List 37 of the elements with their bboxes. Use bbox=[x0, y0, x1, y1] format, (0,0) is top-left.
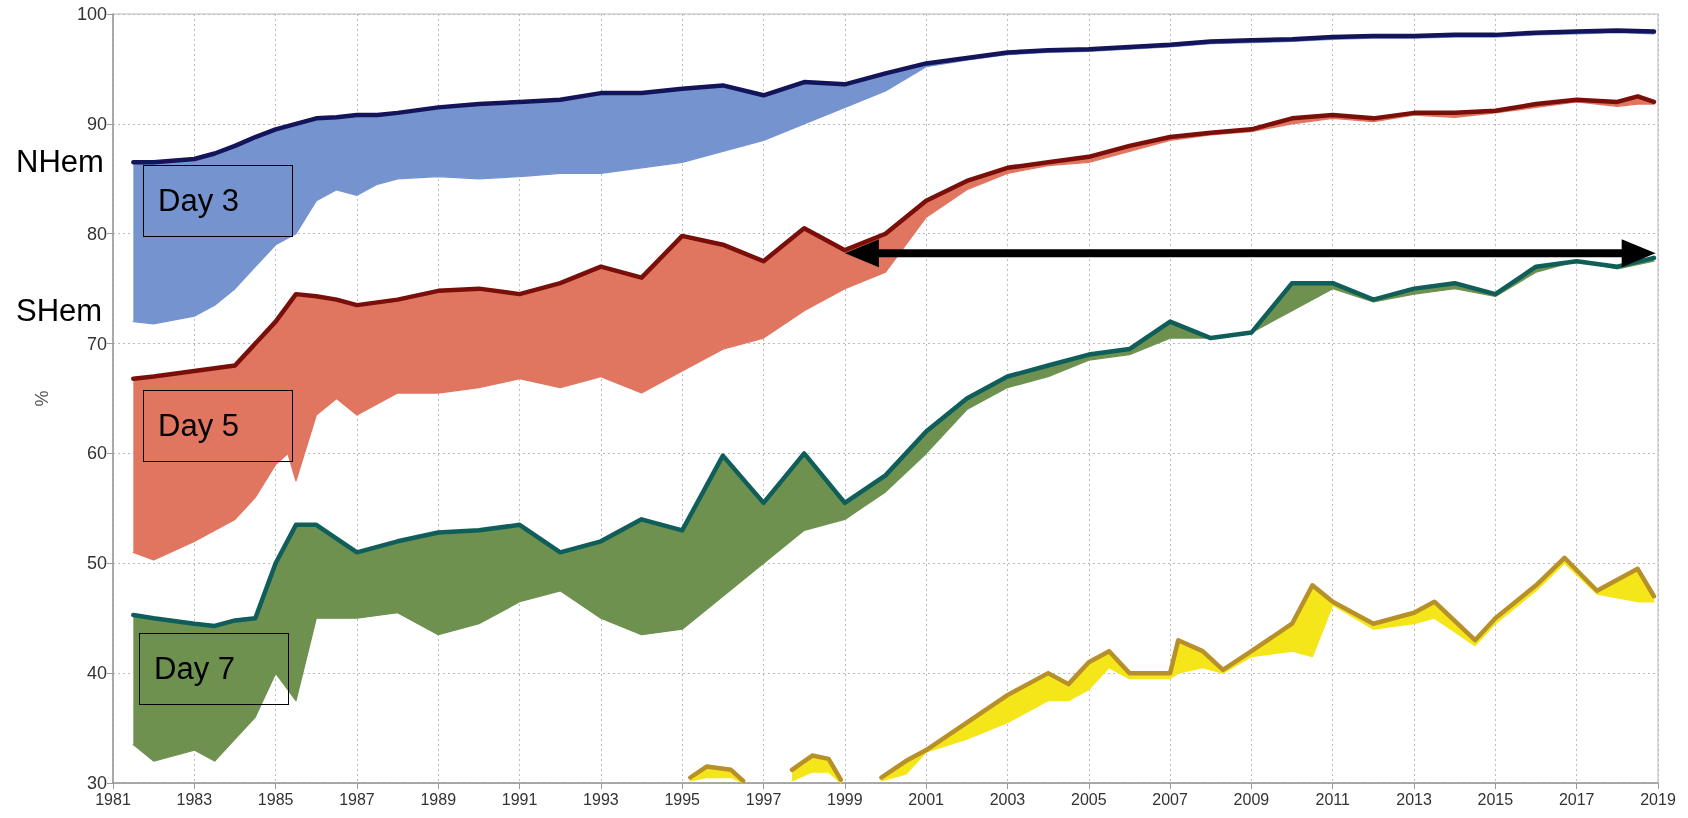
x-tick-label: 1993 bbox=[583, 790, 619, 808]
line-series bbox=[131, 28, 1657, 165]
y-tick-label: 100 bbox=[76, 4, 107, 24]
y-tick-label: 50 bbox=[86, 553, 107, 574]
x-tick-label: 1983 bbox=[176, 790, 213, 808]
y-tick-label: 90 bbox=[86, 113, 107, 134]
x-tick-label: 1999 bbox=[827, 790, 863, 808]
x-tick-label: 2003 bbox=[989, 790, 1026, 808]
x-tick-label: 2015 bbox=[1477, 790, 1514, 808]
x-tick-label: 2001 bbox=[908, 790, 945, 808]
line-series bbox=[131, 94, 1657, 381]
x-tick-label: 1985 bbox=[257, 790, 294, 808]
x-tick-label: 2013 bbox=[1396, 790, 1432, 808]
x-tick-label: 2005 bbox=[1070, 790, 1107, 808]
y-tick-label: 40 bbox=[86, 663, 107, 684]
x-tick-label: 2019 bbox=[1640, 790, 1676, 808]
y-tick-label: 30 bbox=[86, 773, 107, 793]
y-axis-title: % bbox=[32, 390, 52, 407]
x-tick-label: 1995 bbox=[664, 790, 701, 808]
x-tick-label: 1981 bbox=[95, 790, 131, 808]
x-tick-label: 1997 bbox=[745, 790, 782, 808]
x-tick-label: 1989 bbox=[420, 790, 457, 808]
x-tick-label: 2007 bbox=[1152, 790, 1188, 808]
x-tick-label: 1987 bbox=[339, 790, 375, 808]
annotation: Day 5 bbox=[143, 390, 293, 462]
y-tick-label: 80 bbox=[86, 223, 107, 244]
line-series bbox=[131, 255, 1657, 629]
x-tick-label: 2017 bbox=[1558, 790, 1595, 808]
x-tick-label: 2009 bbox=[1233, 790, 1270, 808]
text: NHem bbox=[16, 144, 104, 179]
x-tick-label: 1991 bbox=[501, 790, 538, 808]
x-tick-label: 2011 bbox=[1315, 790, 1351, 808]
text: SHem bbox=[16, 293, 103, 328]
annotation: Day 7 bbox=[139, 633, 289, 705]
y-tick-label: 60 bbox=[86, 443, 107, 464]
y-tick-label: 70 bbox=[86, 333, 107, 354]
annotation: Day 3 bbox=[143, 165, 293, 237]
